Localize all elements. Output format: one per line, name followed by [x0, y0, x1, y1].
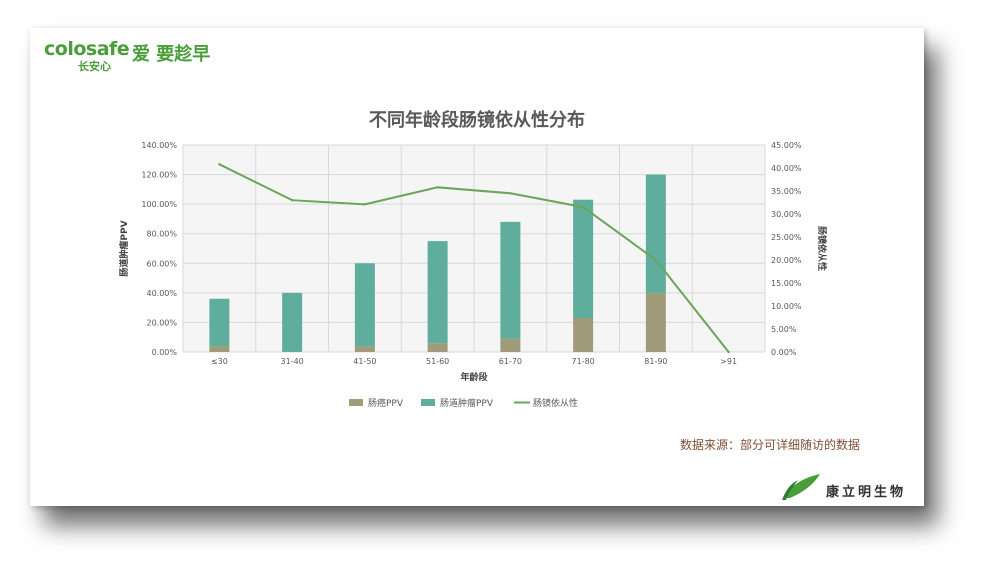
logo-text: colosafe	[44, 38, 130, 60]
bar-tumor-ppv	[645, 174, 666, 293]
y-left-tick-label: 0.00%	[152, 348, 178, 357]
line-point	[290, 199, 294, 202]
y-right-axis-title: 肠镜依从性	[816, 226, 828, 271]
y-left-tick-label: 80.00%	[146, 230, 177, 239]
y-left-tick-label: 140.00%	[141, 141, 177, 150]
bar-cancer-ppv	[354, 346, 375, 352]
company-name: 康立明生物	[825, 485, 906, 500]
y-left-tick-label: 100.00%	[141, 200, 177, 209]
y-right-tick-label: 10.00%	[771, 302, 802, 311]
legend-label: 肠道肿瘤PPV	[440, 397, 494, 409]
line-point	[218, 163, 221, 166]
y-left-tick-label: 40.00%	[146, 289, 177, 298]
brand-header: colosafe 长安心 爱 要趁早	[44, 38, 211, 73]
source-note: 数据来源：部分可详细随访的数据	[679, 438, 860, 452]
x-tick-label: 81-90	[644, 357, 667, 366]
x-tick-label: 41-50	[353, 357, 376, 366]
bar-cancer-ppv	[645, 292, 666, 352]
y-right-tick-label: 0.00%	[771, 348, 797, 357]
y-right-tick-label: 25.00%	[771, 233, 802, 242]
y-right-tick-label: 40.00%	[771, 164, 802, 173]
x-tick-label: 51-60	[426, 357, 449, 366]
line-compliance	[218, 163, 730, 353]
line-point	[581, 205, 585, 209]
logo-cn-text: 长安心	[78, 60, 111, 73]
x-tick-label: 71-80	[572, 357, 595, 366]
bar-cancer-ppv	[427, 343, 448, 352]
line-point	[654, 258, 658, 262]
bar-tumor-ppv	[427, 241, 448, 344]
company-logo: 康立明生物	[780, 468, 906, 502]
x-tick-label: 31-40	[281, 357, 304, 366]
x-axis-title: 年龄段	[460, 371, 488, 383]
slide: colosafe 长安心 爱 要趁早 不同年龄段肠镜依从性分布 0.00% 20.…	[30, 28, 924, 506]
y-left-tick-label: 120.00%	[141, 171, 177, 180]
x-tick-label: ≤30	[211, 357, 228, 366]
y-left-tick-label: 20.00%	[146, 318, 177, 327]
y-right-tick-label: 30.00%	[771, 210, 802, 219]
slogan: 爱 要趁早	[132, 44, 211, 65]
bar-tumor-ppv	[500, 221, 521, 339]
bar-tumor-ppv	[573, 199, 594, 318]
bar-cancer-ppv	[500, 338, 521, 352]
legend-label: 肠癌PPV	[368, 397, 404, 409]
y-left-tick-label: 60.00%	[146, 259, 177, 268]
bar-tumor-ppv	[354, 263, 375, 347]
legend-swatch	[349, 399, 363, 406]
y-right-tick-label: 5.00%	[771, 325, 797, 334]
leaf-icon	[781, 474, 820, 500]
y-right-tick-label: 15.00%	[771, 279, 802, 288]
colosafe-logo: colosafe 长安心	[44, 38, 130, 73]
x-tick-label: >91	[720, 357, 737, 366]
y-right-tick-label: 20.00%	[771, 256, 802, 265]
line-point	[727, 350, 730, 354]
y-right-tick-label: 45.00%	[771, 141, 802, 150]
line-point	[363, 203, 367, 206]
y-right-tick-label: 35.00%	[771, 187, 802, 196]
chart-title: 不同年龄段肠镜依从性分布	[369, 110, 585, 131]
bar-tumor-ppv	[209, 298, 230, 347]
legend-label: 肠镜依从性	[533, 397, 578, 409]
x-tick-label: 61-70	[499, 357, 522, 366]
legend-swatch	[421, 399, 435, 406]
chart-canvas: 0.00% 20.00% 40.00% 60.00% 80.00% 100.00% 120.…	[118, 141, 828, 409]
bar-cancer-ppv	[209, 346, 230, 352]
line-point	[509, 192, 512, 195]
y-left-axis-title: 肠道肿瘤PPV	[118, 220, 130, 276]
line-point	[436, 186, 439, 189]
bar-cancer-ppv	[573, 317, 594, 352]
bar-tumor-ppv	[282, 292, 303, 352]
